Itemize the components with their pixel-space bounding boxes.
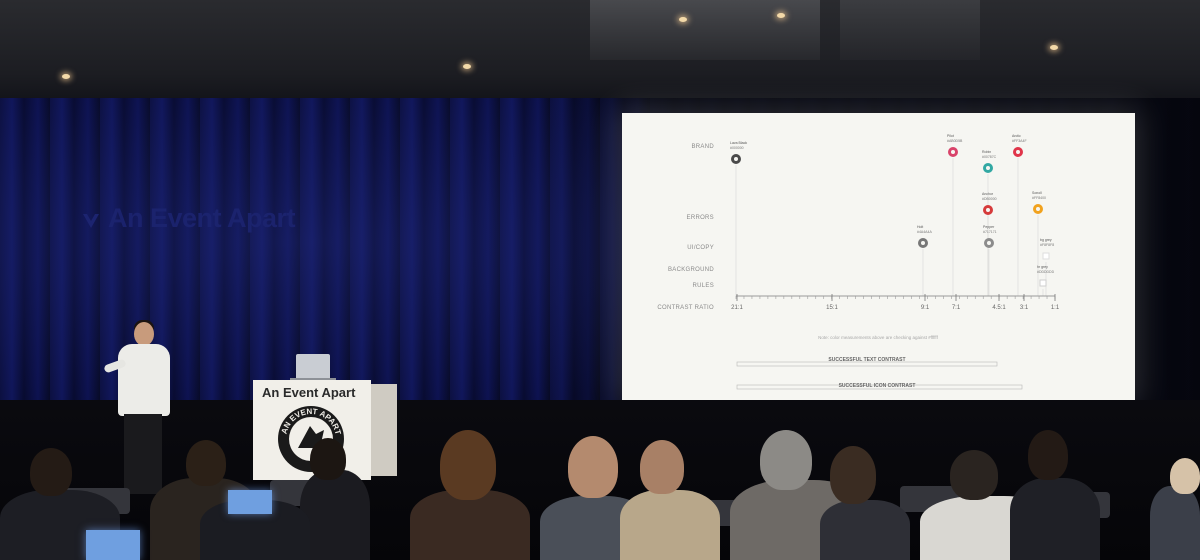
audience-member: [820, 500, 910, 560]
slide-marker-center: [951, 150, 955, 154]
podium-side: [371, 384, 397, 476]
audience-member-head: [950, 450, 998, 500]
audience-member: [1150, 486, 1200, 560]
slide-tick-label: 9:1: [921, 305, 930, 311]
slide-row-label-ui_copy: UI/COPY: [687, 245, 714, 251]
slide-marker-name: Robin: [982, 150, 991, 154]
audience-member: [620, 490, 720, 560]
ceiling-panel: [840, 0, 980, 60]
audience-member-head: [30, 448, 72, 496]
slide-marker-hex: #FF3A4F: [1012, 139, 1027, 143]
slide-marker-center: [987, 241, 991, 245]
slide-marker-name: Arctic: [1012, 134, 1021, 138]
slide-contrast-bars: Note: color measurements above are check…: [736, 335, 1023, 390]
slide-marker-hex: #717171: [983, 230, 997, 234]
podium-label: An Event Apart: [262, 385, 356, 400]
slide-marker-hex: #F8F8F8: [1040, 243, 1054, 247]
slide-marker-name: hr grey: [1037, 265, 1048, 269]
slide-marker-hex: #DDDDDD: [1037, 270, 1055, 274]
audience-laptop-screen: [86, 530, 140, 560]
slide-marker-name: Sonoll: [1032, 191, 1042, 195]
ceiling-light: [62, 74, 70, 79]
slide-tick-label: 7:1: [952, 305, 961, 311]
slide-marker-swatch: [1039, 279, 1047, 287]
audience-member: [410, 490, 530, 560]
slide-marker-swatch: [1042, 252, 1050, 260]
slide-marker-hex: #AB0D5B: [947, 139, 963, 143]
presenter-laptop: [296, 354, 330, 380]
slide-tick-label: 15:1: [826, 305, 838, 311]
audience-member-head: [186, 440, 226, 486]
slide-tick-label: 4.5:1: [992, 305, 1006, 311]
ceiling-light: [463, 64, 471, 69]
audience-member: [1010, 478, 1100, 560]
slide-marker-center: [1036, 207, 1040, 211]
slide-marker-name: bg grey: [1040, 238, 1052, 242]
ceiling-light: [777, 13, 785, 18]
slide-row-label-contrast_ratio: CONTRAST RATIO: [657, 305, 714, 311]
slide-marker-center: [921, 241, 925, 245]
audience-member-head: [440, 430, 496, 500]
ceiling-light: [1050, 45, 1058, 50]
event-logo-icon: [83, 214, 99, 228]
audience-member: [300, 470, 370, 560]
slide-marker-hex: #000000: [730, 146, 744, 150]
speaker-legs: [124, 414, 162, 494]
speaker-head: [134, 322, 154, 346]
slide-row-labels: BRAND ERRORS UI/COPY BACKGROUND RULES CONTRAS…: [657, 144, 714, 311]
ceiling-light: [679, 17, 687, 22]
slide-marker-center: [734, 157, 738, 161]
audience-laptop-screen: [228, 490, 272, 514]
projection-screen: BRAND ERRORS UI/COPY BACKGROUND RULES CONTRAS…: [622, 113, 1135, 400]
slide-row-label-rules: RULES: [692, 283, 714, 289]
slide-tick-label: 3:1: [1020, 305, 1029, 311]
slide-marker-lines: [735, 158, 1047, 296]
slide-marker-center: [986, 166, 990, 170]
slide-marker-center: [986, 208, 990, 212]
slide-marker-name: Anchor: [982, 192, 994, 196]
slide-tick-label: 21:1: [731, 305, 743, 311]
slide-marker-name: Holt: [917, 225, 923, 229]
slide-contrast-axis: 21:1 15:1 9:1 7:1 4.5:1 3:1 1:1: [731, 294, 1060, 311]
audience-member-head: [568, 436, 618, 498]
audience-member-head: [830, 446, 876, 504]
contrast-slide: BRAND ERRORS UI/COPY BACKGROUND RULES CONTRAS…: [657, 134, 1060, 390]
slide-text-contrast-bar: [736, 361, 998, 367]
audience-member-head: [760, 430, 812, 490]
slide-marker-hex: #DB0000: [982, 197, 997, 201]
slide-marker-name: Lava Black: [730, 141, 747, 145]
audience-member-head: [1028, 430, 1068, 480]
slide-marker-center: [1016, 150, 1020, 154]
slide-row-label-background: BACKGROUND: [668, 267, 714, 273]
speaker-shirt: [118, 344, 170, 416]
slide-row-label-brand: BRAND: [691, 144, 714, 150]
slide-text-contrast-label: SUCCESSFUL TEXT CONTRAST: [828, 357, 905, 363]
slide-note: Note: color measurements above are check…: [818, 335, 938, 340]
slide-marker-hex: #4A4A4A: [917, 230, 932, 234]
slide-icon-contrast-bar: [736, 384, 1023, 390]
slide-marker-name: Pilot: [947, 134, 954, 138]
audience-member-head: [310, 438, 346, 480]
ceiling-panel: [590, 0, 820, 60]
slide-row-label-errors: ERRORS: [687, 215, 714, 221]
slide-marker-hex: #FF8400: [1032, 196, 1046, 200]
slide-markers: Lava Black#000000 Pilot#AB0D5B Robin#00787…: [730, 134, 1055, 287]
audience-member-head: [640, 440, 684, 494]
slide-tick-label: 1:1: [1051, 305, 1060, 311]
curtain-watermark: An Event Apart: [108, 203, 296, 233]
audience-member-head: [1170, 458, 1200, 494]
slide-marker-hex: #00787C: [982, 155, 997, 159]
slide-marker-name: Pepper: [983, 225, 995, 229]
slide-icon-contrast-label: SUCCESSFUL ICON CONTRAST: [839, 383, 916, 389]
